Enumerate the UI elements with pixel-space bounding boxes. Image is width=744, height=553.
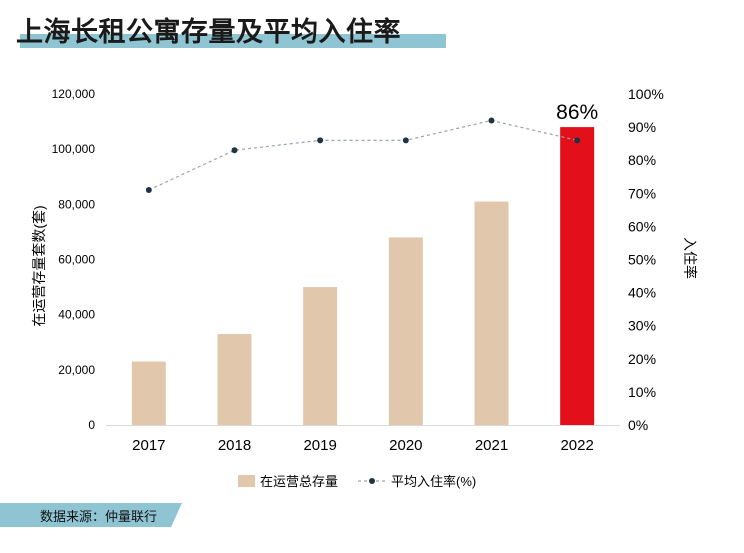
title-underline bbox=[20, 34, 446, 48]
y-tick-label: 100,000 bbox=[52, 142, 96, 156]
legend-label-line: 平均入住率(%) bbox=[391, 474, 476, 489]
y-tick-label: 20,000 bbox=[58, 363, 95, 377]
occupancy-point bbox=[402, 137, 409, 144]
x-tick-label: 2017 bbox=[132, 437, 165, 454]
y2-axis-title: 入住率 bbox=[682, 237, 698, 279]
y2-tick-label: 100% bbox=[628, 86, 664, 102]
y2-tick-label: 10% bbox=[628, 384, 656, 400]
y-tick-label: 120,000 bbox=[52, 87, 96, 101]
bar bbox=[131, 361, 166, 425]
source-text: 数据来源：仲量联行 bbox=[40, 510, 158, 525]
bar bbox=[217, 333, 252, 425]
legend-label-bar: 在运营总存量 bbox=[260, 474, 338, 489]
y-tick-label: 40,000 bbox=[58, 308, 95, 322]
chart-title: 上海长租公寓存量及平均入住率 bbox=[16, 17, 401, 48]
occupancy-point bbox=[317, 137, 324, 144]
bar bbox=[388, 237, 423, 425]
y2-tick-label: 70% bbox=[628, 185, 656, 201]
y2-tick-label: 20% bbox=[628, 351, 656, 367]
x-tick-label: 2019 bbox=[303, 437, 336, 454]
y-tick-label: 0 bbox=[88, 418, 95, 432]
occupancy-point bbox=[488, 117, 495, 124]
y-axis-title: 在运营存量套数(套) bbox=[31, 205, 47, 326]
occupancy-point bbox=[574, 137, 581, 144]
bar bbox=[474, 201, 509, 425]
x-tick-label: 2018 bbox=[218, 437, 251, 454]
x-tick-label: 2022 bbox=[560, 437, 593, 454]
y-tick-label: 80,000 bbox=[58, 197, 95, 211]
bar bbox=[303, 287, 338, 425]
y-tick-label: 60,000 bbox=[58, 253, 95, 267]
y2-tick-label: 80% bbox=[628, 152, 656, 168]
source-banner bbox=[0, 503, 182, 527]
highlight-annotation: 86% bbox=[556, 101, 598, 124]
y2-tick-label: 40% bbox=[628, 285, 656, 301]
legend-marker bbox=[369, 478, 375, 484]
occupancy-point bbox=[231, 147, 238, 154]
y2-tick-label: 60% bbox=[628, 218, 656, 234]
x-tick-label: 2021 bbox=[475, 437, 508, 454]
occupancy-line bbox=[148, 119, 578, 191]
y2-tick-label: 0% bbox=[628, 417, 648, 433]
y2-tick-label: 30% bbox=[628, 318, 656, 334]
y2-tick-label: 50% bbox=[628, 252, 656, 268]
y2-tick-label: 90% bbox=[628, 119, 656, 135]
x-tick-label: 2020 bbox=[389, 437, 422, 454]
occupancy-point bbox=[145, 186, 152, 193]
bar bbox=[560, 127, 595, 425]
legend-swatch-bar bbox=[238, 475, 255, 487]
